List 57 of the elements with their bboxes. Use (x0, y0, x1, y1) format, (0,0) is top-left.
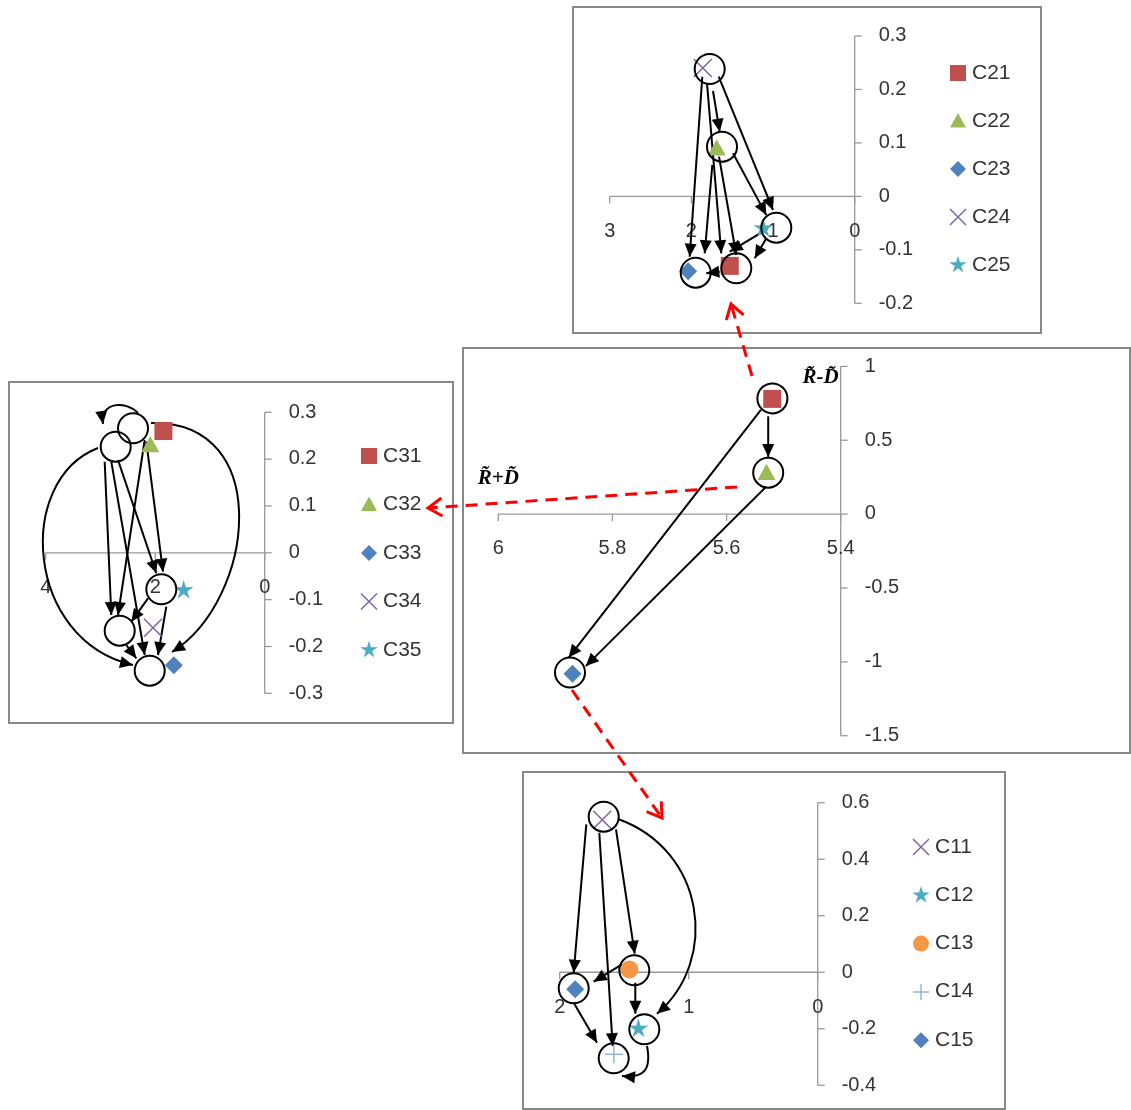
y-tick-label: 1 (864, 353, 876, 376)
y-tick-label: -0.2 (288, 633, 324, 656)
y-tick-label: -0.4 (841, 1072, 877, 1095)
y-tick-label: 0.4 (841, 846, 870, 869)
legend-label: C32 (383, 491, 422, 515)
y-tick-label: -0.3 (288, 680, 324, 703)
legend-label: C23 (972, 155, 1011, 179)
point (173, 579, 194, 599)
x-tick-label: 1 (767, 218, 779, 241)
y-tick-label: 0.2 (841, 903, 870, 926)
legend-label: C13 (935, 930, 974, 954)
x-tick-label: 3 (604, 218, 616, 241)
x-tick-label: 5.6 (712, 536, 741, 559)
legend-label: C35 (383, 636, 422, 660)
legend-label: C22 (972, 107, 1011, 131)
y-tick-label: 0.2 (288, 446, 317, 469)
y-tick-label: -0.5 (864, 575, 900, 598)
point (164, 656, 183, 675)
y-tick-label: -0.2 (878, 290, 914, 313)
x-tick-label: 5.4 (826, 536, 855, 559)
y-tick-label: -1 (864, 649, 883, 672)
x-axis-title: R̃+D̃ (476, 465, 519, 490)
point (143, 617, 163, 638)
legend-label: C33 (383, 539, 422, 563)
legend-label: C24 (972, 203, 1011, 227)
y-axis-title: R̃-D̃ (801, 364, 839, 389)
y-tick-label: 0.5 (864, 427, 893, 450)
x-tick-label: 0 (259, 575, 271, 598)
y-tick-label: 0.1 (288, 493, 317, 516)
x-tick-label: 2 (554, 994, 566, 1017)
legend-label: C15 (935, 1026, 974, 1050)
y-tick-label: 0.1 (878, 130, 907, 153)
legend-label: C25 (972, 251, 1011, 275)
y-tick-label: -0.1 (878, 237, 914, 260)
point (141, 436, 160, 453)
legend-label: C14 (935, 978, 974, 1002)
legend-label: C21 (972, 59, 1011, 83)
y-tick-label: 0.6 (841, 789, 870, 812)
y-tick-label: -0.2 (841, 1016, 877, 1039)
x-tick-label: 0 (812, 994, 824, 1017)
y-tick-label: 0 (878, 183, 890, 206)
x-tick-label: 1 (683, 994, 695, 1017)
legend-label: C34 (383, 588, 422, 612)
x-tick-label: 5.8 (598, 536, 627, 559)
legend-label: C11 (935, 833, 972, 857)
y-tick-label: 0.3 (878, 23, 907, 46)
point (154, 422, 173, 441)
legend-label: C12 (935, 881, 974, 905)
legend-label: C31 (383, 442, 422, 466)
y-tick-label: -0.1 (288, 586, 324, 609)
y-tick-label: -1.5 (864, 722, 900, 745)
x-tick-label: 2 (149, 575, 161, 598)
y-tick-label: 0.2 (878, 76, 907, 99)
x-tick-label: 6 (492, 536, 504, 559)
y-tick-label: 0 (841, 959, 853, 982)
y-tick-label: 0 (864, 501, 876, 524)
y-tick-label: 0.3 (288, 399, 317, 422)
